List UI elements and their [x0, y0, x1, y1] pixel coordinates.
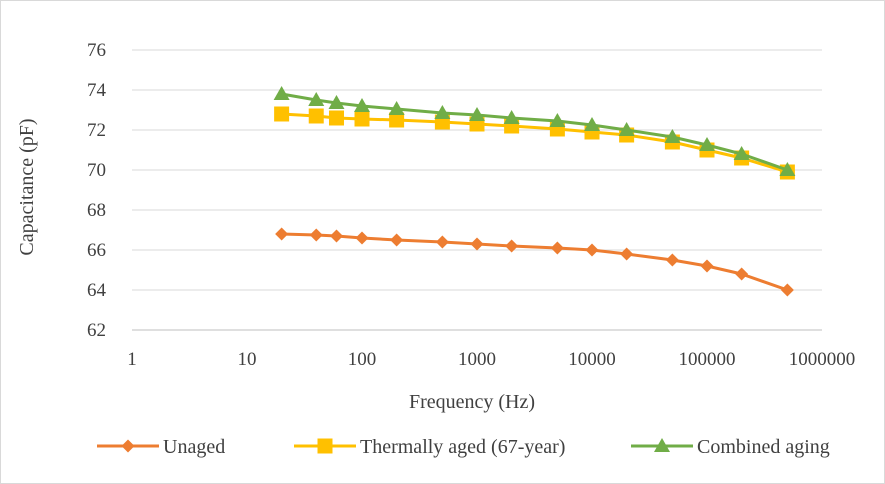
data-point	[308, 108, 324, 124]
data-point	[355, 231, 369, 245]
x-tick-label: 10	[238, 349, 257, 370]
data-point	[389, 112, 405, 128]
legend-label: Thermally aged (67-year)	[360, 436, 565, 458]
data-point	[273, 86, 290, 100]
data-point	[700, 259, 714, 273]
series-unaged	[275, 227, 794, 297]
y-tick-label: 64	[87, 280, 107, 301]
data-point	[308, 92, 325, 106]
x-tick-label: 1	[127, 349, 137, 370]
y-tick-labels: 62 64 66 68 70 72 74 76	[87, 40, 107, 341]
data-point	[390, 233, 404, 247]
data-point	[354, 111, 370, 127]
legend-label: Combined aging	[697, 436, 830, 458]
data-point	[699, 137, 715, 151]
x-tick-label: 1000000	[789, 349, 856, 370]
data-point	[584, 117, 600, 131]
data-point	[550, 241, 564, 255]
data-point	[735, 267, 749, 281]
y-tick-label: 74	[87, 80, 107, 101]
y-tick-label: 70	[87, 160, 106, 181]
x-axis-title: Frequency (Hz)	[409, 391, 535, 413]
x-tick-label: 100	[348, 349, 377, 370]
data-point	[549, 113, 566, 127]
legend-item-unaged: Unaged	[97, 436, 225, 458]
legend-marker	[121, 439, 135, 453]
data-point	[503, 110, 520, 124]
data-point	[780, 283, 794, 297]
legend: Unaged Thermally aged (67-year) Combined a…	[97, 436, 830, 458]
data-point	[470, 237, 484, 251]
data-point	[309, 228, 323, 242]
series-combined-aging	[273, 86, 796, 176]
data-point	[618, 122, 635, 136]
data-point	[469, 107, 485, 121]
series-group	[273, 86, 796, 297]
data-point	[585, 243, 599, 257]
y-tick-label: 68	[87, 200, 106, 221]
y-axis-title: Capacitance (pF)	[16, 118, 38, 255]
legend-label: Unaged	[163, 436, 225, 458]
data-point	[505, 239, 519, 253]
series-thermally-aged-67-year	[274, 106, 795, 180]
y-tick-label: 62	[87, 320, 106, 341]
data-point	[328, 110, 344, 126]
data-point	[779, 162, 796, 176]
data-point	[435, 235, 449, 249]
series-line-combined-aging	[281, 92, 788, 172]
data-point	[388, 101, 405, 115]
data-point	[664, 129, 681, 143]
y-tick-label: 76	[87, 40, 106, 61]
x-tick-labels: 1 10 100 1000 10000 100000 1000000	[127, 349, 855, 370]
legend-item-thermally-aged-67-year: Thermally aged (67-year)	[294, 436, 565, 458]
data-point	[665, 253, 679, 267]
data-point	[328, 95, 345, 109]
data-point	[620, 247, 634, 261]
gridlines	[132, 49, 822, 331]
y-tick-label: 66	[87, 240, 106, 261]
series-line-unaged	[281, 232, 788, 292]
data-point	[329, 229, 343, 243]
x-tick-label: 100000	[679, 349, 736, 370]
legend-item-combined-aging: Combined aging	[631, 436, 830, 458]
x-tick-label: 1000	[458, 349, 496, 370]
data-point	[733, 146, 750, 160]
data-point	[434, 105, 451, 119]
data-point	[275, 227, 289, 241]
legend-marker	[654, 438, 670, 452]
y-tick-label: 72	[87, 120, 106, 141]
x-tick-label: 10000	[568, 349, 616, 370]
legend-marker	[317, 438, 333, 454]
data-point	[274, 106, 290, 122]
data-point	[354, 98, 370, 112]
